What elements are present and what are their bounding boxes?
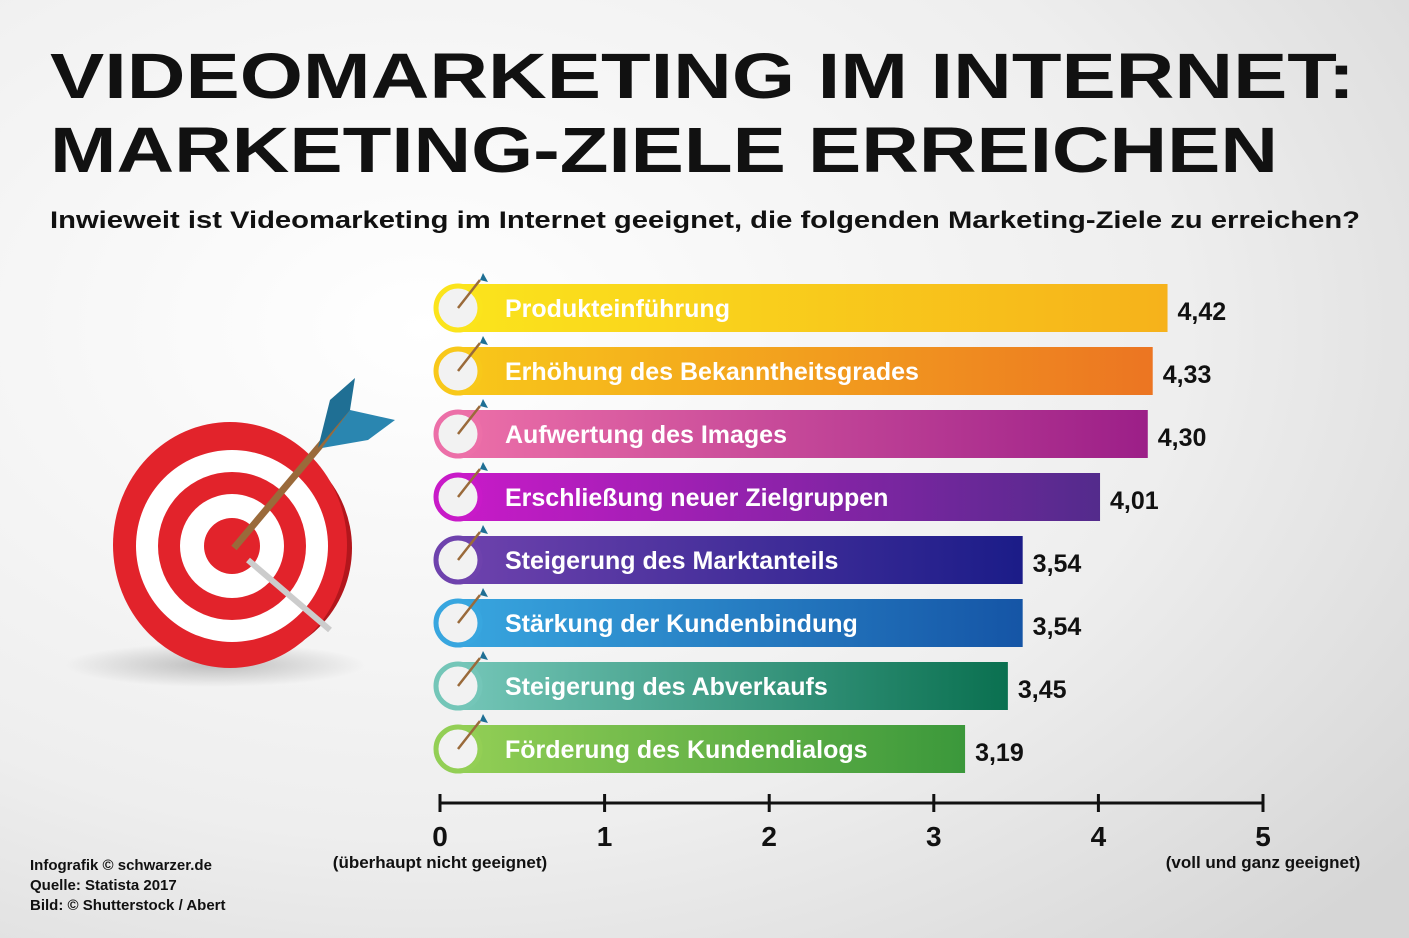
subtitle: Inwieweit ist Videomarketing im Internet… [50,207,1360,234]
axis-label-low: (überhaupt nicht geeignet) [333,853,547,872]
footer-line: Bild: © Shutterstock / Abert [30,897,226,914]
value-label: 4,01 [1110,487,1159,515]
value-label: 3,54 [1033,613,1082,641]
value-label: 4,42 [1178,298,1227,326]
category-label: Steigerung des Marktanteils [505,547,838,575]
x-tick-label: 0 [432,821,448,852]
value-label: 4,33 [1163,361,1212,389]
category-label: Produkteinführung [505,295,730,323]
category-label: Steigerung des Abverkaufs [505,673,828,701]
footer-line: Quelle: Statista 2017 [30,877,177,894]
category-label: Stärkung der Kundenbindung [505,610,858,638]
x-tick-label: 5 [1255,821,1271,852]
x-tick-label: 4 [1091,821,1107,852]
axis-label-high: (voll und ganz geeignet) [1166,853,1361,872]
x-tick-label: 2 [761,821,777,852]
value-label: 4,30 [1158,424,1207,452]
title-line: VIDEOMARKETING IM INTERNET: [50,40,1355,112]
category-label: Aufwertung des Images [505,421,787,449]
x-tick-label: 1 [597,821,613,852]
value-label: 3,45 [1018,676,1067,704]
value-label: 3,54 [1033,550,1082,578]
footer-line: Infografik © schwarzer.de [30,857,212,874]
value-label: 3,19 [975,739,1024,767]
category-label: Erschließung neuer Zielgruppen [505,484,888,512]
category-label: Erhöhung des Bekanntheitsgrades [505,358,919,386]
category-label: Förderung des Kundendialogs [505,736,868,764]
x-tick-label: 3 [926,821,942,852]
title-line: MARKETING-ZIELE ERREICHEN [50,114,1278,186]
